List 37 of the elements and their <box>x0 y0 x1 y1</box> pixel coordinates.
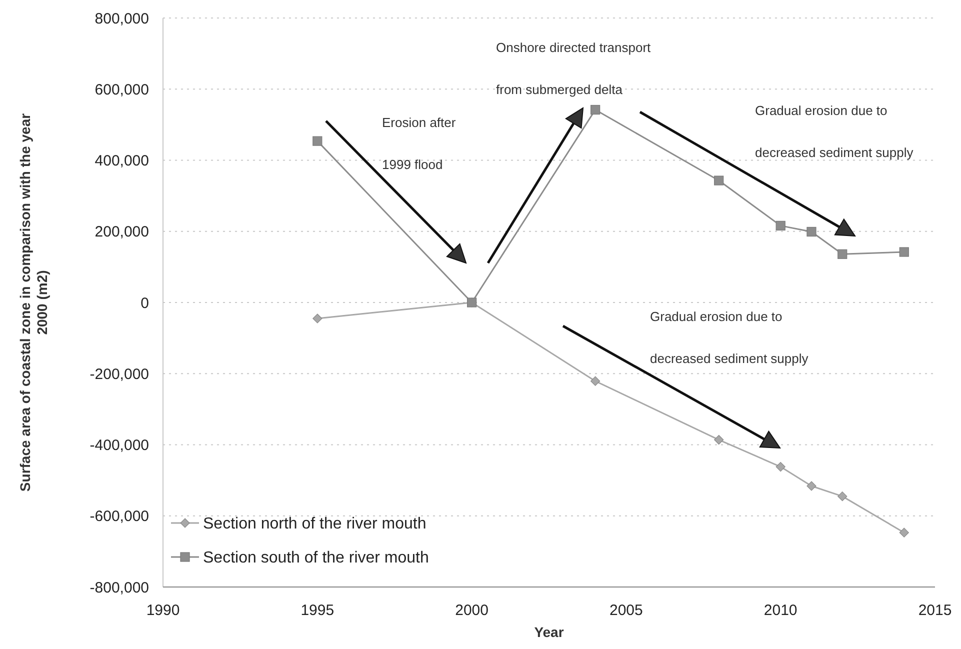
point <box>899 528 909 538</box>
point <box>776 220 786 230</box>
text: Onshore directed transport from submerged delta <box>496 40 651 97</box>
y-tick-label: 200,000 <box>94 224 149 241</box>
legend-label: Section south of the river mouth <box>203 550 429 567</box>
x-tick-label: 2005 <box>610 602 643 619</box>
text: Gradual erosion due to decreased sediment supply <box>755 103 914 160</box>
y-tick-label: 800,000 <box>94 10 149 28</box>
y-axis-title: Surface area of coastal zone in comparison with the year 2000 (m2) <box>17 112 50 492</box>
y-tick-label: 400,000 <box>94 152 149 170</box>
point <box>806 226 816 237</box>
point <box>838 249 848 259</box>
x-tick-label: 1990 <box>146 602 180 619</box>
point <box>590 376 600 386</box>
legend-label: Section north of the river mouth <box>203 516 426 533</box>
point <box>714 176 724 186</box>
text: Erosion after 1999 flood <box>382 115 456 172</box>
y-tick-label: -200,000 <box>90 366 149 383</box>
y-tick-label: 600,000 <box>94 81 149 98</box>
point <box>312 314 322 324</box>
x-tick-label: 2010 <box>764 602 798 619</box>
y-tick-label: -800,000 <box>90 579 149 596</box>
y-tick-label: -400,000 <box>90 437 149 454</box>
x-tick-label: 2015 <box>918 602 952 619</box>
x-tick-label: 1995 <box>300 602 334 619</box>
point <box>312 136 322 146</box>
point <box>776 462 786 472</box>
point <box>714 434 724 445</box>
x-tick-label: 2000 <box>455 602 488 619</box>
point <box>590 104 600 115</box>
y-tick-label: -600,000 <box>90 508 149 526</box>
point <box>838 492 848 502</box>
text: Gradual erosion due to decreased sediment supply <box>650 309 808 366</box>
x-axis-title: Year <box>534 624 564 640</box>
point <box>806 481 816 491</box>
y-tick-label: 0 <box>140 294 149 312</box>
point <box>899 247 909 257</box>
